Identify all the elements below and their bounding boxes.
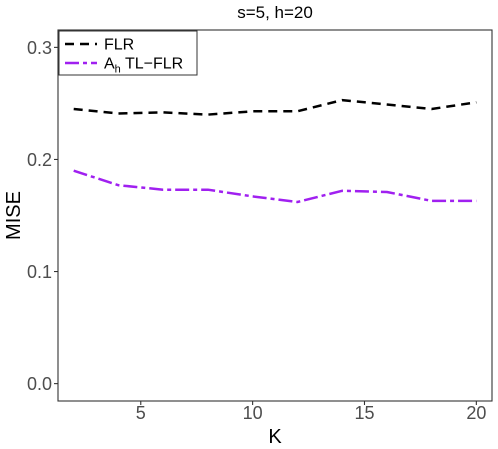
legend-label-2: Ah TL−FLR [104,56,183,76]
legend: FLR Ah TL−FLR [58,30,198,76]
y-axis: 0.0 0.1 0.2 0.3 [27,38,58,394]
x-axis: 5 10 15 20 [136,401,486,423]
y-tick-label: 0.3 [27,38,52,58]
series-line-1 [73,98,477,116]
y-axis-title: MISE [3,191,25,240]
y-tick-label: 0.1 [27,262,52,282]
x-tick-label: 10 [243,403,263,423]
legend-box [58,30,198,76]
chart-title: s=5, h=20 [237,3,313,22]
legend-label-1: FLR [104,37,134,54]
series-layer [73,98,477,204]
y-tick-label: 0.2 [27,150,52,170]
x-tick-label: 5 [136,403,146,423]
y-tick-label: 0.0 [27,374,52,394]
x-tick-label: 20 [466,403,486,423]
x-tick-label: 15 [354,403,374,423]
x-axis-title: K [268,426,282,448]
series-line-2 [73,169,477,204]
plot-panel [57,29,493,402]
